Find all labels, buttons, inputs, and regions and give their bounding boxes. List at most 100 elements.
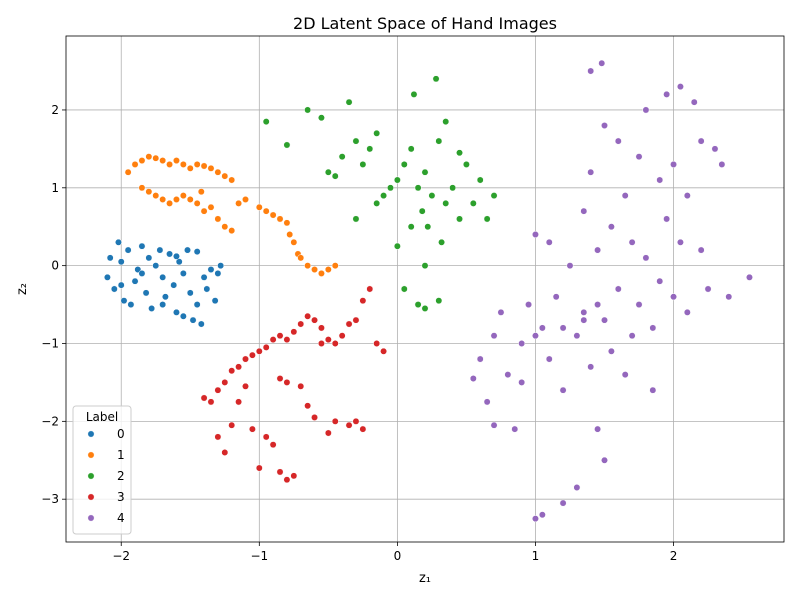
data-point	[262, 207, 270, 215]
data-point	[580, 316, 588, 324]
data-point	[262, 343, 270, 351]
data-point	[297, 254, 305, 262]
data-point	[203, 285, 211, 293]
data-point	[276, 375, 284, 382]
data-point	[283, 336, 291, 344]
data-point	[124, 246, 132, 254]
data-point	[704, 285, 712, 293]
data-point	[432, 75, 440, 83]
data-point	[152, 192, 160, 200]
data-point	[601, 456, 608, 464]
data-point	[269, 336, 277, 344]
data-point	[276, 332, 284, 340]
data-point	[587, 168, 595, 176]
data-point	[228, 227, 236, 235]
data-point	[410, 90, 418, 98]
data-point	[269, 211, 277, 219]
legend-entry-label: 2	[117, 469, 125, 483]
data-point	[311, 266, 318, 273]
data-point	[607, 223, 615, 231]
data-point	[331, 262, 339, 270]
data-point	[373, 340, 381, 347]
data-point	[504, 371, 512, 379]
data-point	[435, 297, 443, 305]
data-point	[235, 398, 243, 406]
data-point	[380, 192, 388, 200]
data-point	[214, 215, 222, 223]
data-point	[490, 332, 498, 340]
data-point	[359, 425, 367, 433]
data-point	[103, 273, 111, 281]
data-point	[469, 199, 477, 207]
x-tick-label: −2	[112, 549, 130, 563]
x-tick-label: −1	[250, 549, 268, 563]
series-label-2	[262, 75, 498, 312]
data-point	[469, 375, 477, 382]
data-point	[532, 332, 539, 340]
data-point	[324, 168, 332, 176]
data-point	[456, 149, 463, 157]
data-point	[148, 305, 156, 312]
data-point	[179, 192, 187, 200]
data-point	[532, 515, 539, 523]
data-point	[421, 168, 429, 176]
data-point	[276, 468, 284, 476]
data-point	[442, 199, 450, 207]
data-point	[161, 293, 169, 301]
data-point	[352, 417, 360, 425]
data-point	[635, 153, 643, 161]
data-point	[290, 472, 298, 480]
x-tick-label: 0	[394, 549, 402, 563]
data-point	[331, 172, 339, 180]
data-point	[456, 215, 463, 223]
data-point	[656, 176, 664, 184]
scatter-points	[103, 59, 753, 523]
data-point	[214, 386, 222, 394]
data-point	[262, 118, 270, 126]
data-point	[525, 301, 533, 309]
data-point	[317, 340, 325, 347]
data-point	[683, 308, 691, 316]
data-point	[173, 308, 180, 316]
data-point	[442, 118, 450, 126]
data-point	[414, 184, 422, 192]
x-axis-label: z₁	[419, 571, 431, 586]
data-point	[228, 176, 236, 184]
data-point	[345, 421, 353, 429]
data-point	[311, 316, 318, 324]
data-point	[663, 90, 671, 98]
data-point	[621, 371, 629, 379]
data-point	[587, 363, 595, 371]
chart-title: 2D Latent Space of Hand Images	[293, 14, 557, 33]
data-point	[601, 316, 608, 324]
data-point	[518, 340, 526, 347]
data-point	[217, 262, 225, 270]
data-point	[331, 417, 339, 425]
data-point	[145, 153, 153, 161]
data-point	[352, 215, 360, 223]
data-point	[186, 196, 194, 203]
data-point	[131, 277, 139, 285]
data-point	[663, 215, 671, 223]
data-point	[193, 301, 201, 309]
data-point	[170, 281, 178, 289]
data-point	[269, 441, 277, 449]
data-point	[373, 199, 381, 207]
data-point	[690, 98, 698, 106]
data-point	[214, 269, 222, 277]
data-point	[117, 258, 125, 266]
data-point	[359, 297, 367, 305]
data-point	[127, 301, 135, 309]
data-point	[697, 137, 705, 145]
data-point	[621, 192, 629, 200]
data-point	[207, 266, 215, 273]
y-tick-label: 0	[51, 259, 59, 273]
data-point	[228, 367, 236, 375]
data-point	[400, 160, 408, 168]
data-point	[324, 429, 332, 437]
data-point	[297, 320, 305, 328]
data-point	[159, 301, 167, 309]
data-point	[407, 145, 415, 153]
data-point	[317, 324, 325, 332]
